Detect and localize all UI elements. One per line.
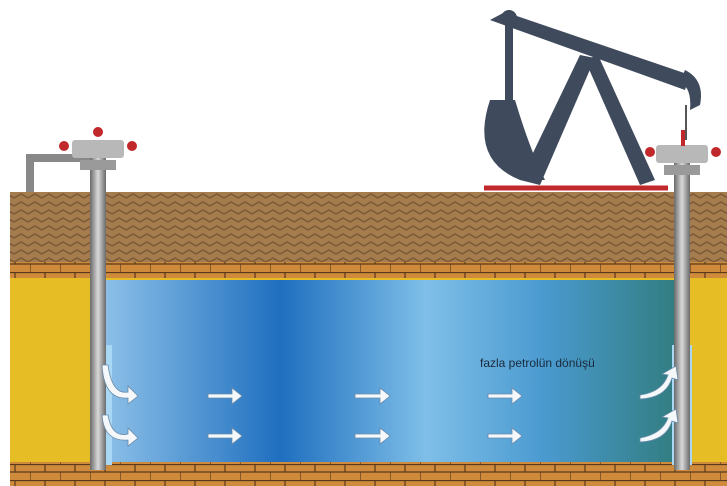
right-well: [645, 130, 721, 470]
base-rock: [10, 462, 727, 486]
annotation: fazla petrolün dönüşü: [480, 356, 595, 370]
cap-rock: [10, 262, 727, 278]
reservoir: [105, 280, 690, 462]
flow-arrows: [101, 364, 679, 447]
soil: [10, 192, 727, 262]
pumpjack: [484, 10, 701, 185]
left-well: [26, 127, 137, 470]
